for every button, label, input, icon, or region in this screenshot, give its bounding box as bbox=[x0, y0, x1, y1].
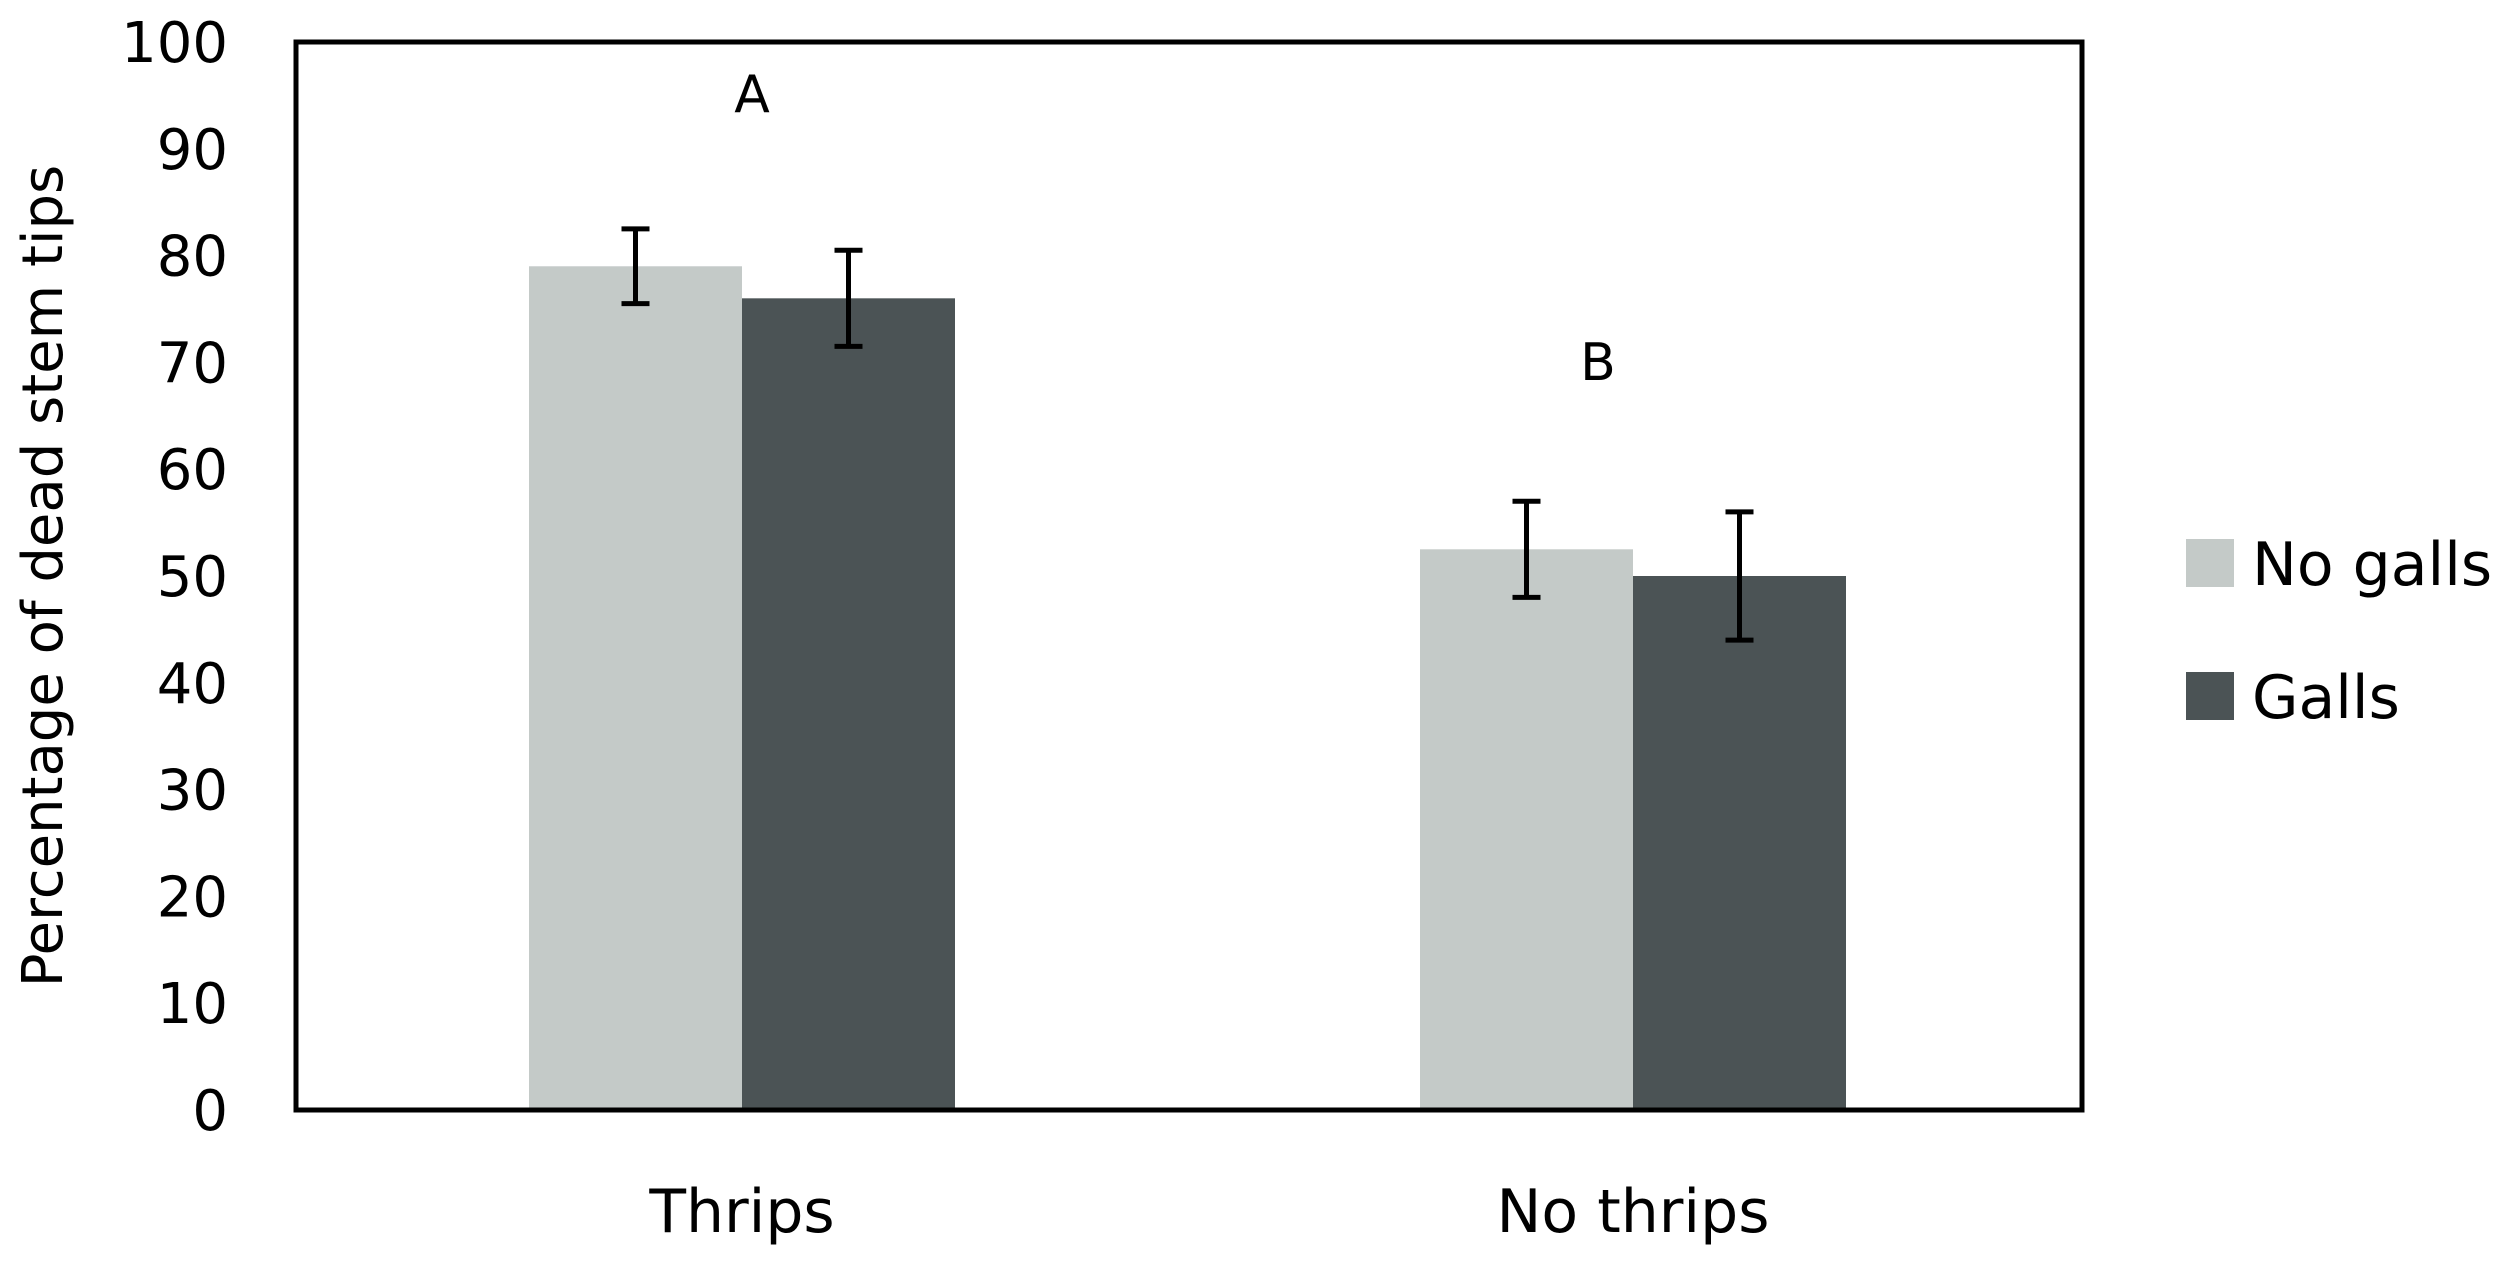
y-tick-label: 70 bbox=[157, 331, 228, 396]
y-tick-label: 30 bbox=[157, 759, 228, 824]
y-axis-ticks: 0 10 20 30 40 50 60 70 80 90 100 bbox=[121, 11, 228, 1144]
legend-label: Galls bbox=[2252, 663, 2400, 733]
error-bars-layer bbox=[621, 226, 1754, 643]
bar-galls-no-thrips bbox=[1633, 576, 1846, 1110]
legend: No galls Galls bbox=[2186, 530, 2492, 733]
error-bar bbox=[834, 247, 863, 349]
y-tick-label: 90 bbox=[157, 118, 228, 183]
bars-layer bbox=[529, 266, 1846, 1110]
error-bar bbox=[1512, 498, 1541, 600]
plot-frame bbox=[293, 39, 2085, 1113]
legend-swatch bbox=[2186, 539, 2234, 587]
significance-annotations: AB bbox=[734, 65, 1616, 393]
y-tick-label: 100 bbox=[121, 11, 228, 76]
x-category-label: No thrips bbox=[1497, 1177, 1770, 1247]
y-tick-label: 40 bbox=[157, 652, 228, 717]
significance-letter: B bbox=[1580, 333, 1616, 393]
y-tick-label: 50 bbox=[157, 545, 228, 610]
x-category-label: Thrips bbox=[648, 1177, 834, 1247]
legend-item: No galls bbox=[2186, 530, 2492, 600]
y-tick-label: 10 bbox=[157, 972, 228, 1037]
bar-no-galls-thrips bbox=[529, 266, 742, 1110]
error-bar bbox=[1725, 509, 1754, 643]
bar-galls-thrips bbox=[742, 298, 955, 1110]
y-tick-label: 20 bbox=[157, 865, 228, 930]
legend-item: Galls bbox=[2186, 663, 2400, 733]
error-bar bbox=[621, 226, 650, 307]
y-axis-label: Percentage of dead stem tips bbox=[11, 165, 76, 987]
bar-no-galls-no-thrips bbox=[1420, 549, 1633, 1110]
y-tick-label: 60 bbox=[157, 438, 228, 503]
y-tick-label: 80 bbox=[157, 225, 228, 290]
x-axis-categories: Thrips No thrips bbox=[648, 1177, 1769, 1247]
legend-swatch bbox=[2186, 672, 2234, 720]
y-tick-label: 0 bbox=[192, 1079, 228, 1144]
legend-label: No galls bbox=[2252, 530, 2492, 600]
significance-letter: A bbox=[734, 65, 770, 125]
